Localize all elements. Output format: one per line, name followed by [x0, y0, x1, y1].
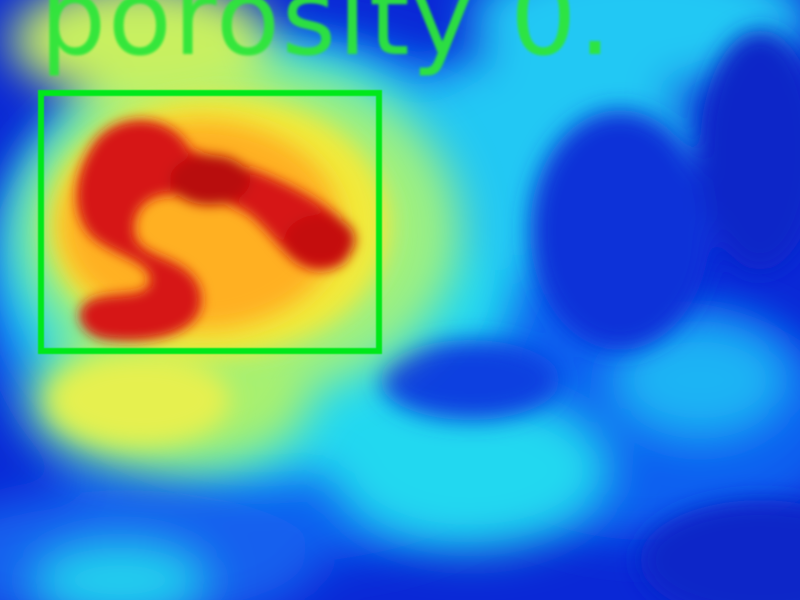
porosity-label: porosity 0.	[40, 0, 614, 79]
dark-pockets	[380, 30, 800, 600]
hot-core	[76, 120, 355, 341]
detection-box	[38, 90, 382, 354]
